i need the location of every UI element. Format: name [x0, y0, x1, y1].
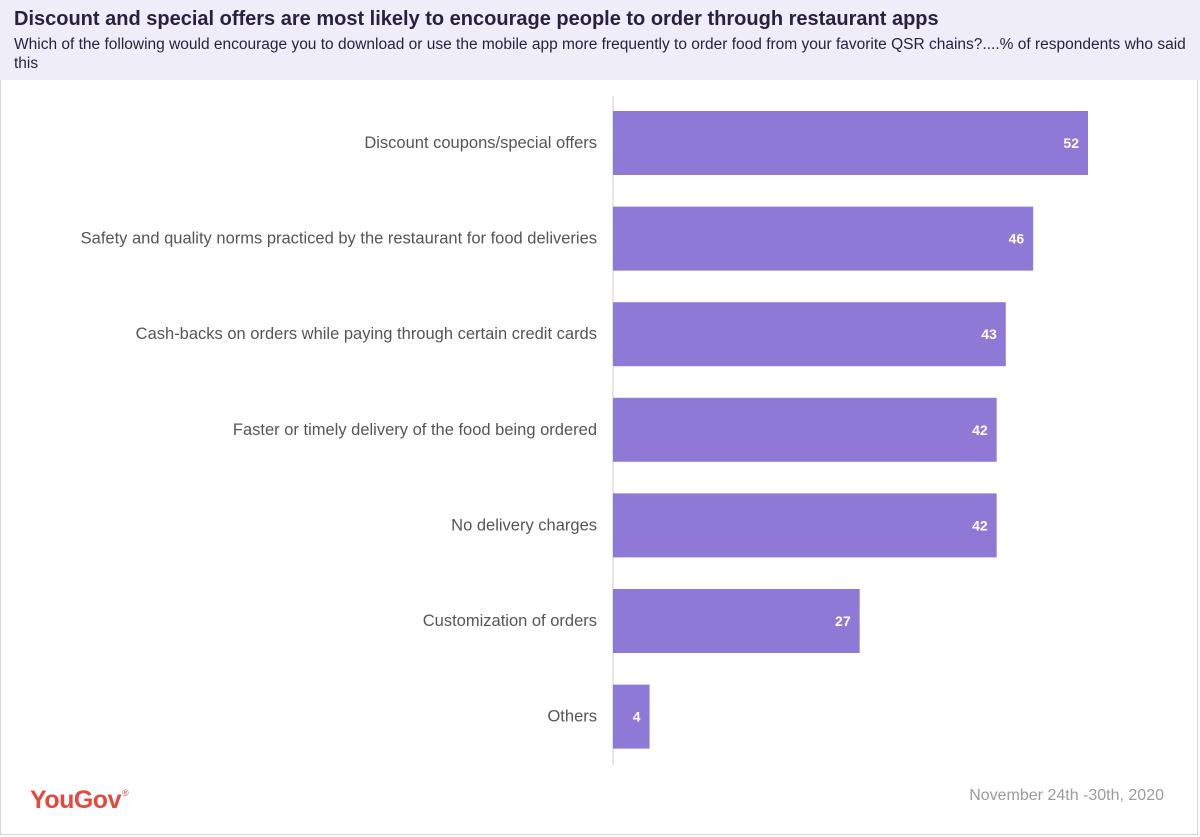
value-label: 42 — [972, 422, 988, 438]
header-band: Discount and special offers are most lik… — [0, 0, 1200, 80]
bar — [613, 684, 650, 749]
bar — [613, 206, 1034, 271]
bar — [613, 302, 1006, 367]
category-label: No delivery charges — [451, 516, 597, 534]
yougov-logo: YouGov® — [30, 786, 129, 815]
logo-registered-mark: ® — [121, 788, 129, 798]
value-label: 43 — [981, 326, 997, 342]
value-label: 52 — [1063, 135, 1079, 151]
value-label: 4 — [633, 709, 641, 725]
logo-text: YouGov — [30, 786, 121, 814]
category-label: Others — [547, 708, 597, 726]
value-label: 27 — [835, 613, 851, 629]
category-label: Discount coupons/special offers — [364, 134, 597, 152]
category-label: Faster or timely delivery of the food be… — [233, 421, 597, 439]
chart-title: Discount and special offers are most lik… — [14, 8, 939, 30]
survey-date: November 24th -30th, 2020 — [969, 787, 1164, 804]
value-label: 46 — [1009, 231, 1025, 247]
bar — [613, 397, 997, 462]
bar — [613, 111, 1088, 175]
category-label: Cash-backs on orders while paying throug… — [136, 325, 597, 343]
category-label: Safety and quality norms practiced by th… — [81, 230, 597, 248]
bar — [613, 493, 997, 558]
chart-subtitle: Which of the following would encourage y… — [14, 36, 1186, 72]
value-label: 42 — [972, 517, 988, 533]
bar — [613, 589, 860, 653]
category-label: Customization of orders — [423, 612, 597, 630]
